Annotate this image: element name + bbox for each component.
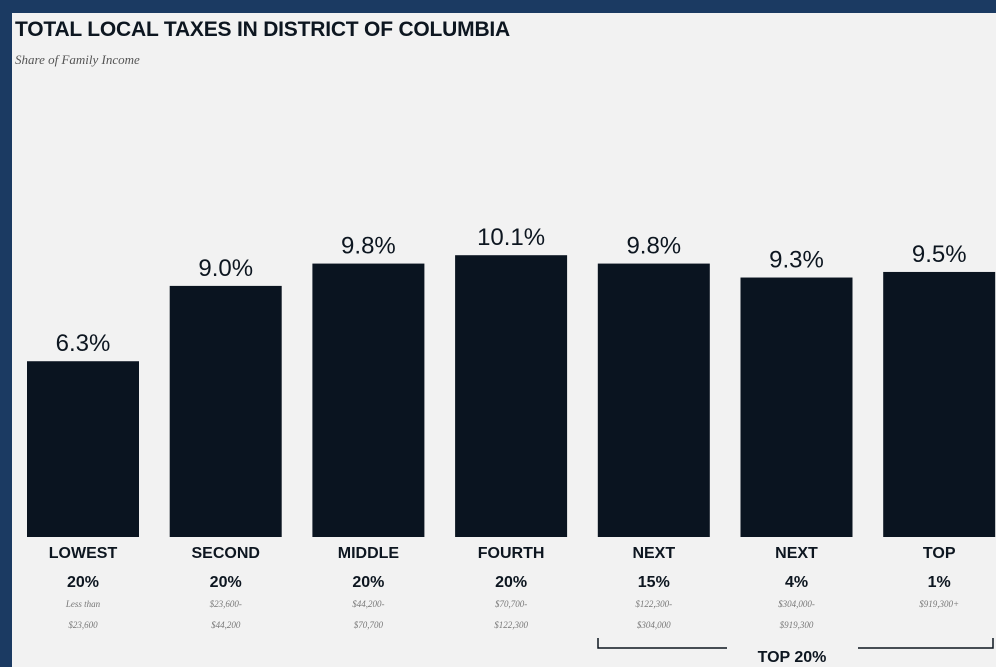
income-range-label: $304,000 [637, 620, 671, 630]
category-pct-label: 20% [67, 574, 99, 591]
income-range-label: $44,200- [352, 599, 384, 609]
chart-subtitle: Share of Family Income [15, 52, 140, 67]
value-label: 6.3% [56, 330, 111, 357]
category-pct-label: 20% [495, 574, 527, 591]
income-range-label: Less than [65, 599, 101, 609]
category-label: MIDDLE [338, 545, 400, 562]
bar [883, 271, 996, 537]
value-label: 9.5% [912, 241, 967, 268]
category-label: SECOND [191, 545, 259, 562]
category-pct-label: 15% [638, 574, 670, 591]
group-label: TOP 20% [758, 649, 827, 666]
group-bracket-right [858, 638, 994, 649]
bar [597, 263, 710, 537]
income-range-label: $70,700- [495, 599, 527, 609]
income-range-label: $122,300- [635, 599, 672, 609]
bar [740, 277, 853, 537]
bar [169, 285, 282, 537]
category-pct-label: 20% [210, 574, 242, 591]
value-label: 9.3% [769, 247, 824, 274]
category-label: NEXT [632, 545, 675, 562]
income-range-label: $23,600 [68, 620, 98, 630]
income-range-label: $919,300 [780, 620, 814, 630]
category-label: LOWEST [49, 545, 118, 562]
value-label: 9.0% [198, 255, 253, 282]
bar [27, 361, 139, 537]
category-pct-label: 20% [352, 574, 384, 591]
income-range-label: $122,300 [494, 620, 528, 630]
chart-title: TOTAL LOCAL TAXES IN DISTRICT OF COLUMBI… [15, 18, 511, 41]
income-range-label: $304,000- [778, 599, 815, 609]
income-range-label: $70,700 [354, 620, 384, 630]
group-bracket-left [597, 638, 727, 649]
income-range-label: $919,300+ [919, 599, 959, 609]
category-label: FOURTH [478, 545, 545, 562]
value-label: 9.8% [341, 233, 396, 260]
category-label: NEXT [775, 545, 818, 562]
bar [455, 255, 568, 537]
income-range-label: $44,200 [211, 620, 241, 630]
value-label: 9.8% [626, 233, 681, 260]
category-pct-label: 4% [785, 574, 808, 591]
bar [312, 263, 425, 537]
category-pct-label: 1% [928, 574, 951, 591]
income-range-label: $23,600- [210, 599, 242, 609]
value-label: 10.1% [477, 224, 545, 251]
category-label: TOP [923, 545, 956, 562]
